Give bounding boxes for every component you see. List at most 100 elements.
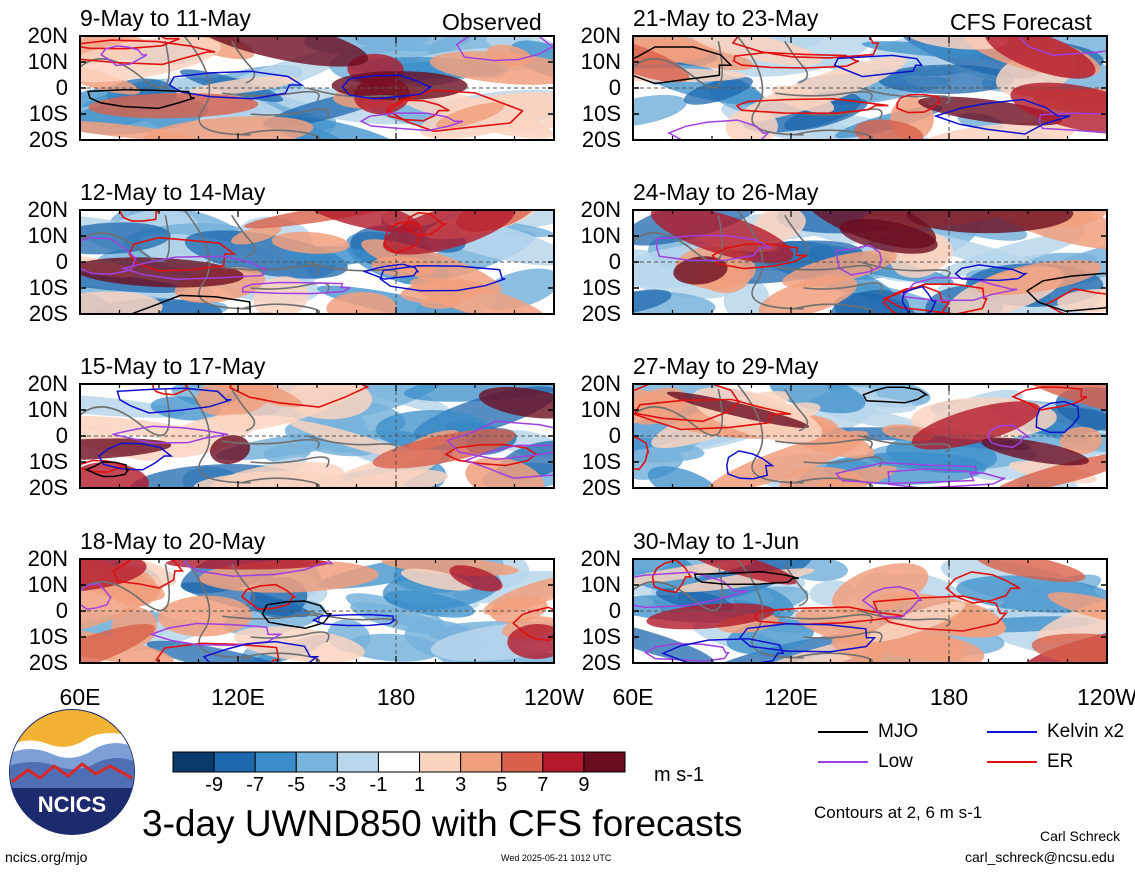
panel-title: 21-May to 23-May bbox=[633, 5, 819, 31]
y-tick-label: 10S bbox=[28, 449, 68, 474]
y-tick-label: 20S bbox=[581, 301, 621, 326]
y-tick-label: 10N bbox=[27, 223, 68, 248]
footer-url: ncics.org/mjo bbox=[5, 849, 88, 865]
contour-note: Contours at 2, 6 m s-1 bbox=[814, 803, 983, 822]
colorbar-swatch bbox=[213, 751, 256, 773]
forecast-label: CFS Forecast bbox=[950, 9, 1092, 35]
colorbar-swatch bbox=[460, 751, 503, 773]
y-tick-label: 10S bbox=[28, 101, 68, 126]
y-tick-label: 10N bbox=[27, 397, 68, 422]
colorbar-swatch bbox=[172, 751, 215, 773]
x-tick-label: 120E bbox=[764, 684, 818, 710]
y-tick-label: 20N bbox=[27, 23, 68, 48]
y-tick-label: 20N bbox=[27, 546, 68, 571]
y-tick-label: 10N bbox=[27, 572, 68, 597]
y-tick-label: 10S bbox=[28, 275, 68, 300]
y-tick-label: 20N bbox=[580, 371, 621, 396]
x-tick-label: 120W bbox=[523, 684, 585, 710]
y-tick-label: 0 bbox=[55, 75, 68, 100]
panel-1-2 bbox=[633, 384, 1107, 488]
panel-0-1 bbox=[80, 210, 554, 314]
colorbar-tick-label: 7 bbox=[537, 774, 549, 796]
x-tick-label: 120E bbox=[211, 684, 265, 710]
colorbar-tick-label: -5 bbox=[287, 774, 306, 796]
colorbar-tick-label: -7 bbox=[246, 774, 265, 796]
legend-label: MJO bbox=[878, 721, 919, 742]
y-tick-label: 20S bbox=[28, 475, 68, 500]
colorbar-swatch bbox=[295, 751, 338, 773]
ncics-logo: NCICS bbox=[9, 709, 135, 835]
panel-title: 15-May to 17-May bbox=[80, 353, 266, 379]
panel-title: 27-May to 29-May bbox=[633, 353, 819, 379]
y-tick-label: 20S bbox=[581, 127, 621, 152]
panel-title: 24-May to 26-May bbox=[633, 179, 819, 205]
y-tick-label: 20N bbox=[580, 23, 621, 48]
y-tick-label: 20N bbox=[27, 371, 68, 396]
panel-title: 18-May to 20-May bbox=[80, 528, 266, 554]
y-tick-label: 10N bbox=[580, 223, 621, 248]
panel-1-3 bbox=[633, 559, 1107, 663]
colorbar-tick-label: -3 bbox=[328, 774, 347, 796]
y-tick-label: 0 bbox=[608, 598, 621, 623]
x-tick-label: 180 bbox=[929, 684, 969, 710]
colorbar-swatch bbox=[583, 751, 626, 773]
colorbar-swatch bbox=[542, 751, 585, 773]
y-tick-label: 10S bbox=[581, 449, 621, 474]
footer-author: Carl Schreck bbox=[1040, 828, 1121, 844]
y-tick-label: 10S bbox=[581, 275, 621, 300]
y-tick-label: 10N bbox=[580, 572, 621, 597]
x-tick-label: 60E bbox=[612, 684, 654, 710]
panel-1-0 bbox=[633, 36, 1107, 140]
panel-0-0 bbox=[80, 36, 554, 140]
y-tick-label: 0 bbox=[55, 598, 68, 623]
y-tick-label: 20N bbox=[27, 197, 68, 222]
y-tick-label: 10N bbox=[27, 49, 68, 74]
y-tick-label: 20S bbox=[28, 127, 68, 152]
y-tick-label: 10S bbox=[28, 624, 68, 649]
y-tick-label: 10N bbox=[580, 49, 621, 74]
y-tick-label: 20S bbox=[581, 475, 621, 500]
colorbar-tick-label: -1 bbox=[369, 774, 388, 796]
colorbar-swatch bbox=[501, 751, 544, 773]
y-tick-label: 10S bbox=[581, 624, 621, 649]
colorbar-swatch bbox=[336, 751, 379, 773]
panel-title: 9-May to 11-May bbox=[80, 5, 251, 31]
panel-title: 30-May to 1-Jun bbox=[633, 528, 800, 554]
legend-label: Low bbox=[878, 751, 913, 772]
units-label: m s-1 bbox=[654, 764, 704, 786]
colorbar-swatch bbox=[419, 751, 462, 773]
y-tick-label: 20N bbox=[580, 197, 621, 222]
y-tick-label: 20N bbox=[580, 546, 621, 571]
y-tick-label: 20S bbox=[28, 301, 68, 326]
x-tick-label: 180 bbox=[376, 684, 416, 710]
observed-label: Observed bbox=[442, 9, 542, 35]
colorbar-tick-label: 3 bbox=[455, 774, 467, 796]
footer-timestamp: Wed 2025-05-21 1012 UTC bbox=[501, 853, 612, 863]
y-tick-label: 0 bbox=[55, 249, 68, 274]
legend-label: Kelvin x2 bbox=[1047, 721, 1125, 742]
colorbar-swatch bbox=[254, 751, 297, 773]
y-tick-label: 10N bbox=[580, 397, 621, 422]
y-tick-label: 20S bbox=[581, 650, 621, 675]
colorbar-tick-label: 9 bbox=[578, 774, 590, 796]
x-tick-label: 120W bbox=[1077, 684, 1135, 710]
panel-0-3 bbox=[80, 559, 554, 663]
y-tick-label: 20S bbox=[28, 650, 68, 675]
colorbar-tick-label: 5 bbox=[496, 774, 508, 796]
y-tick-label: 0 bbox=[608, 249, 621, 274]
chart-title: 3-day UWND850 with CFS forecasts bbox=[142, 803, 743, 844]
y-tick-label: 0 bbox=[55, 423, 68, 448]
y-tick-label: 0 bbox=[608, 423, 621, 448]
colorbar-tick-label: 1 bbox=[413, 774, 426, 796]
legend-label: ER bbox=[1047, 751, 1074, 772]
logo-text: NCICS bbox=[38, 792, 106, 817]
panel-title: 12-May to 14-May bbox=[80, 179, 266, 205]
footer-email: carl_schreck@ncsu.edu bbox=[965, 849, 1115, 865]
x-tick-label: 60E bbox=[59, 684, 101, 710]
y-tick-label: 0 bbox=[608, 75, 621, 100]
y-tick-label: 10S bbox=[581, 101, 621, 126]
colorbar-tick-label: -9 bbox=[205, 774, 223, 796]
colorbar-swatch bbox=[377, 751, 421, 773]
